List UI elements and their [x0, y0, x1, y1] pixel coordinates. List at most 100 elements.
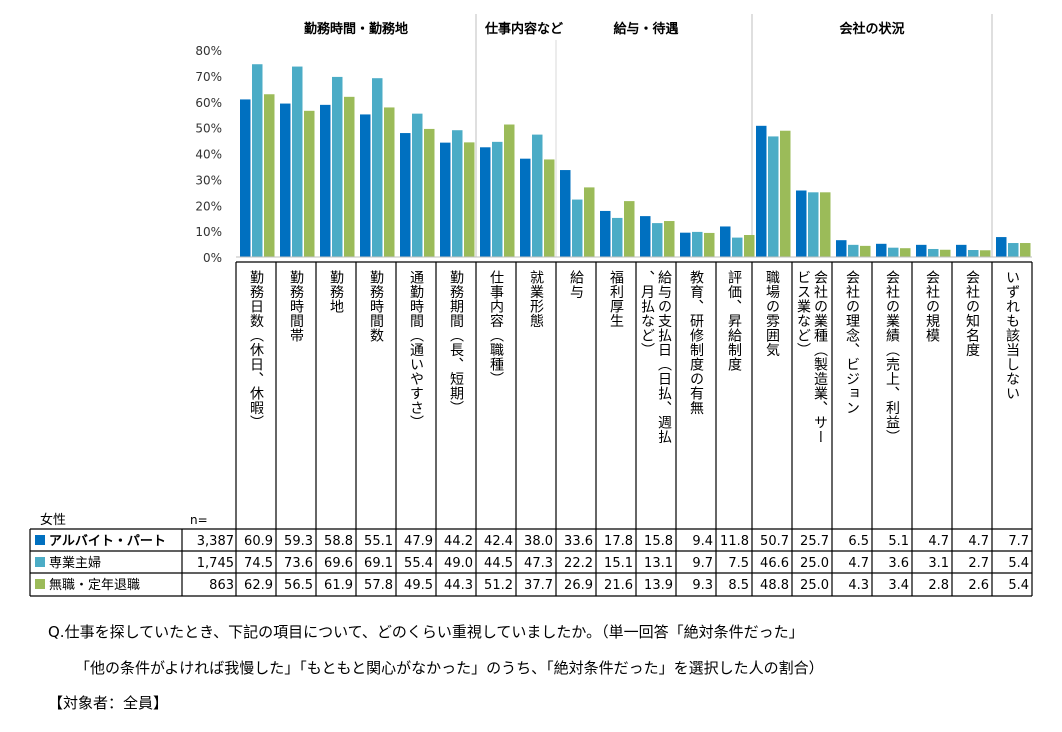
data-label: 15.1	[604, 556, 633, 571]
category-label: 会社の理念、ビジョン	[844, 270, 860, 415]
y-tick-label: 0%	[203, 251, 222, 265]
data-label: 3.4	[888, 578, 909, 593]
y-tick-label: 20%	[195, 199, 222, 213]
category-label: 仕事内容（職種）	[488, 270, 504, 386]
bar	[532, 134, 543, 257]
data-label: 44.2	[444, 534, 473, 549]
bar	[744, 235, 755, 257]
question-target: 【対象者：全員】	[48, 694, 169, 712]
data-label: 2.6	[968, 578, 989, 593]
data-label: 6.5	[848, 534, 869, 549]
bar	[480, 147, 491, 257]
data-label: 4.7	[928, 534, 949, 549]
data-label: 4.3	[848, 578, 869, 593]
data-label: 37.7	[524, 578, 553, 593]
bar	[888, 247, 899, 257]
data-label: 3.6	[888, 556, 909, 571]
bar	[624, 201, 635, 257]
bar	[452, 130, 463, 257]
bar	[412, 113, 423, 257]
category-label: 教育、研修制度の有無	[688, 270, 704, 415]
bar	[640, 216, 651, 257]
bar	[464, 142, 475, 257]
legend-label: 無職・定年退職	[49, 578, 140, 593]
category-label: 職場の雰囲気	[764, 270, 780, 358]
data-label: 33.6	[564, 534, 593, 549]
table-header-label: 女性	[40, 512, 66, 528]
bar	[424, 128, 435, 257]
bar	[848, 244, 859, 257]
bar	[680, 232, 691, 257]
category-label: 会社の業種（製造業、サー	[812, 270, 828, 444]
bar	[584, 187, 595, 257]
bar	[980, 250, 991, 257]
data-label: 25.0	[800, 556, 829, 571]
data-label: 9.3	[692, 578, 713, 593]
question-line-2: 「他の条件がよければ我慢した」「もともと関心がなかった」のうち、「絶対条件だった…	[75, 659, 824, 677]
table-n-value: 1,745	[197, 556, 234, 571]
bar	[440, 142, 451, 257]
legend-swatch	[35, 535, 45, 545]
data-label: 57.8	[364, 578, 393, 593]
bar	[400, 133, 411, 257]
data-label: 4.7	[848, 556, 869, 571]
bar	[808, 192, 819, 257]
category-label: いずれも該当しない	[1004, 270, 1020, 401]
data-label: 62.9	[244, 578, 273, 593]
y-tick-label: 10%	[195, 225, 222, 239]
category-label: 勤務時間帯	[288, 270, 304, 343]
data-label: 55.4	[404, 556, 433, 571]
data-label: 17.8	[604, 534, 633, 549]
bar	[384, 107, 395, 257]
data-label: 15.8	[644, 534, 673, 549]
data-label: 49.5	[404, 578, 433, 593]
data-label: 55.1	[364, 534, 393, 549]
bar	[612, 217, 623, 257]
data-label: 69.1	[364, 556, 393, 571]
category-label: 就業形態	[528, 270, 544, 328]
bar	[860, 245, 871, 257]
bar	[304, 110, 315, 258]
data-label: 4.7	[968, 534, 989, 549]
data-label: 26.9	[564, 578, 593, 593]
data-label: 2.7	[968, 556, 989, 571]
data-label: 47.9	[404, 534, 433, 549]
y-tick-label: 80%	[195, 44, 222, 58]
data-label: 59.3	[284, 534, 313, 549]
data-label: 56.5	[284, 578, 313, 593]
bar	[876, 243, 887, 257]
data-label: 46.6	[760, 556, 789, 571]
legend-swatch	[35, 579, 45, 589]
data-label: 73.6	[284, 556, 313, 571]
bar	[240, 99, 251, 257]
table-n-label: n=	[190, 513, 208, 527]
bar	[360, 114, 371, 258]
table-n-value: 863	[209, 578, 234, 593]
bar	[704, 232, 715, 257]
data-label: 42.4	[484, 534, 513, 549]
chart-svg: 0% 10% 20% 30% 40% 50% 60% 70% 80% 勤務時間・勤務地 仕事内容など…	[29, 14, 1033, 597]
y-tick-label: 60%	[195, 96, 222, 110]
bar	[916, 244, 927, 257]
bar	[956, 244, 967, 257]
category-label: 会社の業績（売上、利益）	[884, 270, 900, 444]
bar	[692, 231, 703, 257]
bar	[836, 240, 847, 257]
category-label: 給与	[568, 270, 584, 299]
bar	[520, 158, 531, 257]
category-label: 勤務日数（休日、休暇）	[248, 270, 264, 430]
category-label: 勤務地	[328, 270, 344, 314]
category-label: 会社の知名度	[964, 270, 980, 357]
bar	[504, 124, 515, 258]
bar	[796, 190, 807, 257]
bar	[560, 170, 571, 257]
data-label: 5.1	[888, 534, 909, 549]
data-label: 60.9	[244, 534, 273, 549]
data-label: 5.4	[1008, 556, 1029, 571]
data-label: 51.2	[484, 578, 513, 593]
bar	[572, 199, 583, 257]
category-label: 勤務時間数	[368, 270, 384, 343]
y-tick-label: 30%	[195, 173, 222, 187]
data-label: 38.0	[524, 534, 553, 549]
